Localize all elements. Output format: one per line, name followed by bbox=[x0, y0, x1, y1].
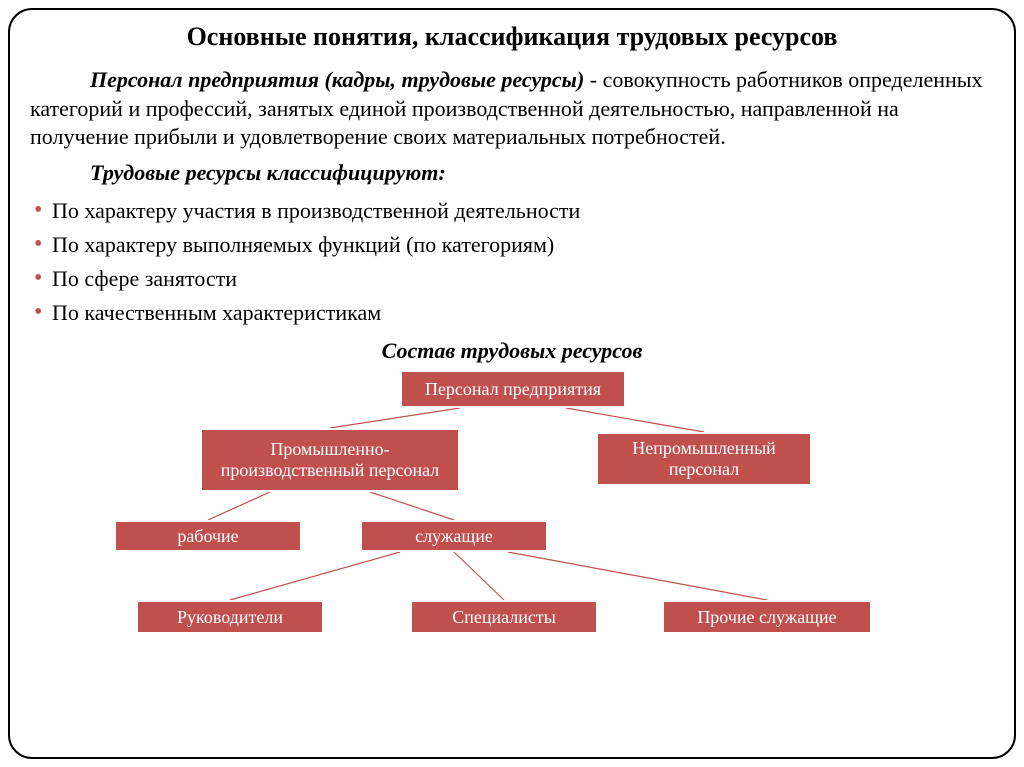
list-item: По характеру участия в производственной … bbox=[30, 194, 994, 228]
chart-edge bbox=[370, 492, 454, 520]
chart-node-managers: Руководители bbox=[136, 600, 324, 634]
chart-node-workers: рабочие bbox=[114, 520, 302, 552]
chart-node-ind: Промышленно-производственный персонал bbox=[200, 428, 460, 492]
page-title: Основные понятия, классификация трудовых… bbox=[30, 22, 994, 52]
chart-node-employees: служащие bbox=[360, 520, 548, 552]
slide-frame: Основные понятия, классификация трудовых… bbox=[8, 8, 1016, 759]
chart-edge bbox=[330, 408, 460, 428]
chart-node-root: Персонал предприятия bbox=[400, 370, 626, 408]
chart-node-nonind: Непромышленный персонал bbox=[596, 432, 812, 486]
chart-node-specialists: Специалисты bbox=[410, 600, 598, 634]
classify-heading: Трудовые ресурсы классифицируют: bbox=[90, 160, 994, 186]
chart-edge bbox=[208, 492, 270, 520]
definition-term: Персонал предприятия (кадры, трудовые ре… bbox=[90, 67, 584, 92]
classification-list: По характеру участия в производственной … bbox=[30, 194, 994, 330]
chart-edge bbox=[230, 552, 400, 600]
chart-edge bbox=[454, 552, 504, 600]
org-chart: Персонал предприятия Промышленно-производ… bbox=[30, 370, 994, 670]
composition-heading: Состав трудовых ресурсов bbox=[30, 338, 994, 364]
list-item: По сфере занятости bbox=[30, 262, 994, 296]
chart-node-other: Прочие служащие bbox=[662, 600, 872, 634]
definition-paragraph: Персонал предприятия (кадры, трудовые ре… bbox=[30, 66, 994, 152]
list-item: По характеру выполняемых функций (по кат… bbox=[30, 228, 994, 262]
list-item: По качественным характеристикам bbox=[30, 296, 994, 330]
chart-edge bbox=[566, 408, 704, 432]
chart-edge bbox=[508, 552, 767, 600]
